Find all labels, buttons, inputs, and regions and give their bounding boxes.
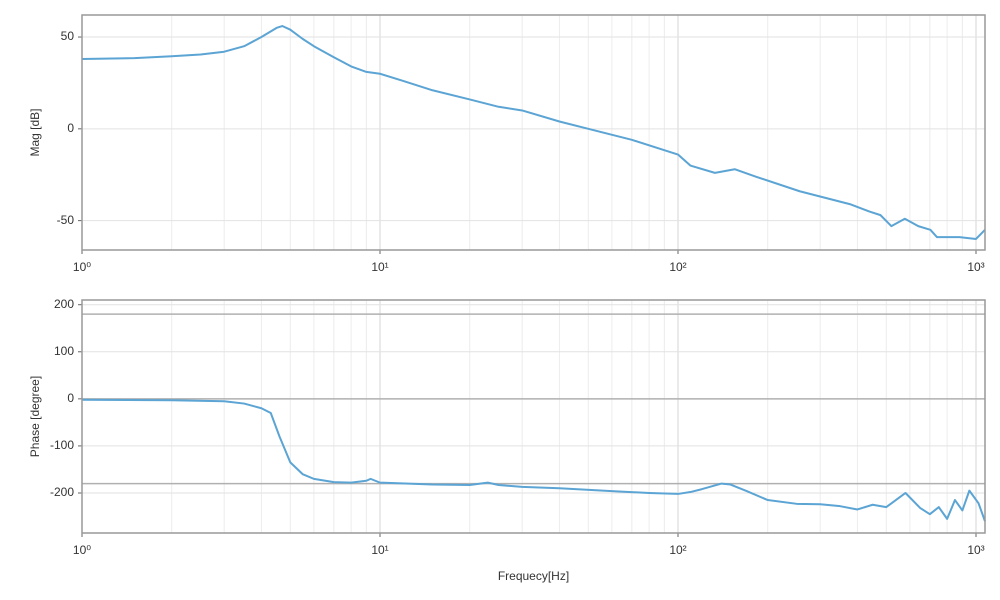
x-tick-label: 10² [669, 260, 686, 274]
plot-frame [81, 14, 986, 251]
y-tick-label: 0 [67, 391, 74, 405]
x-tick-label: 10⁰ [73, 260, 91, 274]
x-tick-label: 10¹ [371, 543, 388, 557]
plot-background [82, 300, 985, 533]
y-tick-label: 50 [61, 29, 75, 43]
y-tick-label: 0 [67, 121, 74, 135]
y-tick-label: -50 [57, 213, 75, 227]
y-axis-label: Mag [dB] [28, 108, 42, 156]
y-axis-label: Phase [degree] [28, 376, 42, 457]
x-tick-label: 10³ [967, 543, 984, 557]
y-tick-label: -100 [50, 438, 74, 452]
y-tick-label: 100 [54, 344, 74, 358]
x-tick-label: 10¹ [371, 260, 388, 274]
y-tick-label: -200 [50, 485, 74, 499]
x-tick-label: 10⁰ [73, 543, 91, 557]
data-line [81, 398, 986, 522]
x-axis-label: Frequecy[Hz] [498, 569, 569, 583]
data-line [81, 25, 986, 240]
x-tick-label: 10³ [967, 260, 984, 274]
x-tick-label: 10² [669, 543, 686, 557]
plot-frame [81, 299, 986, 534]
y-tick-label: 200 [54, 297, 74, 311]
plot-background [82, 15, 985, 250]
